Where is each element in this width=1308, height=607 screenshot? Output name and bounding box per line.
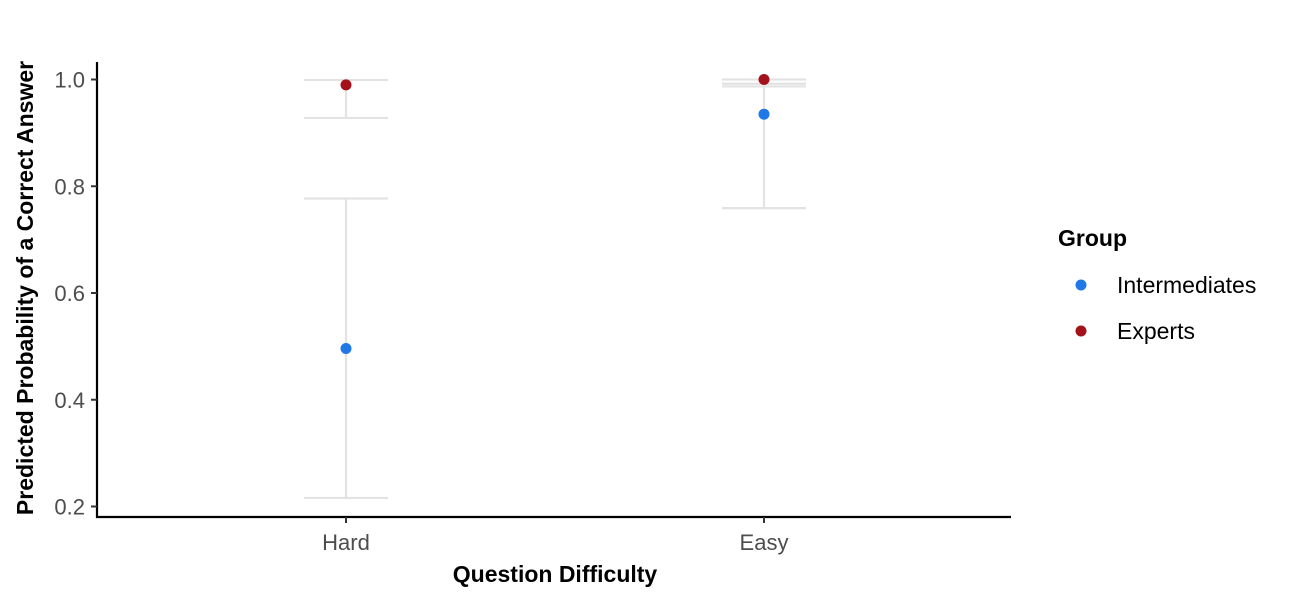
y-tick-label: 0.4 xyxy=(54,388,85,413)
point-intermediates-hard xyxy=(340,343,352,355)
errorbars-layer xyxy=(304,78,806,500)
y-axis-title: Predicted Probability of a Correct Answe… xyxy=(12,61,38,515)
y-tick-label: 0.2 xyxy=(54,495,85,520)
legend-label: Experts xyxy=(1117,318,1195,344)
y-tick-label: 1.0 xyxy=(54,68,85,93)
x-tick-label: Hard xyxy=(322,530,370,555)
y-tick-label: 0.6 xyxy=(54,281,85,306)
legend-label: Intermediates xyxy=(1117,272,1256,298)
x-ticks-layer: Hard Easy xyxy=(322,517,788,555)
legend: Group Intermediates Experts xyxy=(1058,225,1256,344)
y-tick-label: 0.8 xyxy=(54,174,85,199)
point-experts-hard xyxy=(340,79,352,91)
points-layer xyxy=(340,74,770,355)
point-intermediates-easy xyxy=(758,108,770,120)
legend-key-dot xyxy=(1075,325,1087,337)
legend-items: Intermediates Experts xyxy=(1075,272,1256,344)
x-tick-label: Easy xyxy=(740,530,789,555)
y-ticks-layer: 0.2 0.4 0.6 0.8 1.0 xyxy=(54,68,97,520)
legend-item-intermediates: Intermediates xyxy=(1075,272,1256,298)
x-axis-title: Question Difficulty xyxy=(453,561,658,587)
legend-title: Group xyxy=(1058,225,1127,251)
legend-item-experts: Experts xyxy=(1075,318,1195,344)
errorbar-intermediates-easy xyxy=(722,85,806,210)
point-experts-easy xyxy=(758,74,770,85)
legend-key-dot xyxy=(1075,279,1087,291)
